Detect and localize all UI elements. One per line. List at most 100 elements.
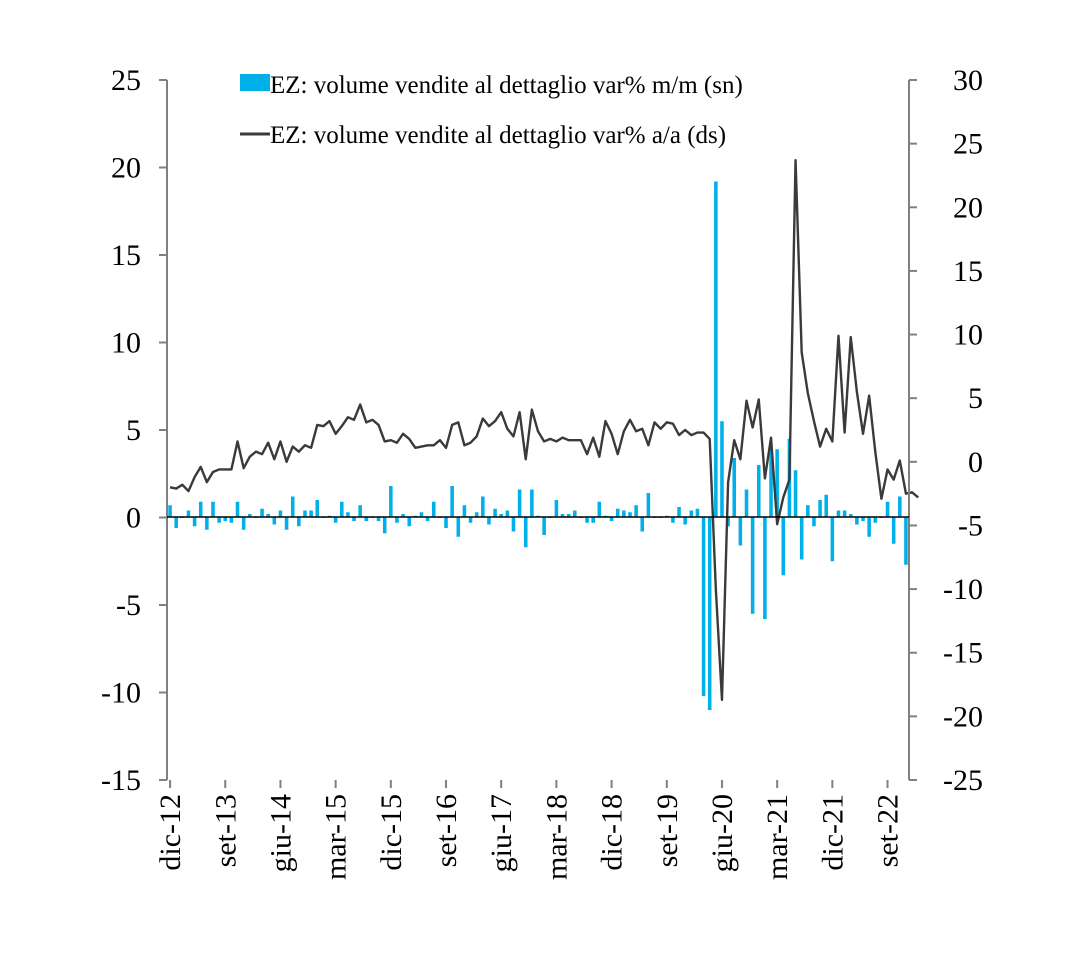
legend-line-label: EZ: volume vendite al dettaglio var% a/a… [270, 122, 726, 149]
x-tick-label: giu-20 [706, 794, 739, 872]
bar [499, 514, 503, 518]
bar [333, 517, 338, 523]
bar [628, 512, 632, 518]
x-tick-label: dic-18 [596, 794, 629, 871]
bar [689, 510, 694, 518]
right-tick-label: -5 [958, 509, 983, 542]
bar-series [168, 181, 908, 710]
right-tick-label: 30 [953, 64, 983, 97]
bar [229, 517, 234, 523]
bar [873, 517, 878, 523]
bar [487, 517, 491, 525]
x-tick-label: dic-15 [375, 794, 408, 871]
bar [382, 517, 387, 534]
bar [720, 421, 724, 518]
bar [511, 517, 516, 532]
bar [634, 505, 638, 518]
x-tick-label: giu-17 [485, 794, 518, 872]
right-tick-label: 5 [968, 382, 983, 415]
bar [793, 470, 798, 518]
bar [358, 505, 362, 518]
bar [444, 517, 448, 528]
bar [211, 501, 215, 518]
x-tick-label: mar-21 [761, 794, 794, 880]
line-series [169, 158, 919, 702]
x-tick-label: set-22 [872, 794, 905, 867]
left-tick-label: 20 [111, 152, 141, 185]
right-tick-label: -25 [943, 764, 983, 797]
left-tick-label: 25 [111, 64, 141, 97]
bar [891, 517, 896, 544]
bar [818, 500, 822, 518]
bar [290, 496, 295, 518]
left-tick-label: -15 [101, 764, 141, 797]
bar [542, 517, 546, 535]
bar [738, 517, 743, 546]
bar [192, 517, 197, 527]
bar [284, 517, 289, 530]
bar [468, 517, 473, 523]
bar [701, 517, 706, 696]
bar [425, 517, 430, 521]
legend: EZ: volume vendite al dettaglio var% m/m… [240, 72, 743, 149]
bar [677, 507, 681, 518]
bar [836, 510, 841, 518]
bar [456, 517, 461, 537]
left-tick-label: 15 [111, 239, 141, 272]
bar [346, 512, 350, 518]
bar [609, 517, 614, 521]
bar [597, 501, 602, 518]
bar [352, 517, 356, 521]
bar [248, 514, 252, 518]
right-tick-label: -15 [943, 637, 983, 670]
right-tick-label: 15 [953, 255, 983, 288]
bar [750, 517, 755, 614]
bar [297, 517, 301, 527]
bar [315, 500, 320, 518]
bar [732, 458, 737, 518]
bar [395, 517, 399, 523]
bar [401, 514, 405, 518]
bar [867, 517, 871, 537]
bar [756, 465, 761, 518]
bar [861, 517, 865, 521]
right-tick-label: -20 [943, 700, 983, 733]
bar [303, 510, 307, 518]
right-tick-label: 20 [953, 191, 983, 224]
bar [364, 517, 369, 521]
bar [885, 501, 890, 518]
bar [769, 449, 773, 518]
bar [217, 517, 221, 523]
bar [640, 517, 645, 532]
bar [622, 510, 626, 518]
bar [573, 510, 577, 518]
x-tick-label: mar-15 [320, 794, 353, 880]
left-tick-label: 5 [126, 414, 141, 447]
bar [523, 517, 528, 548]
bar [474, 512, 479, 518]
bar [799, 517, 804, 560]
bar [848, 514, 853, 518]
x-tick-label: set-19 [651, 794, 684, 867]
bar [585, 517, 589, 523]
bar [174, 517, 178, 528]
right-tick-label: -10 [943, 573, 983, 606]
bar [241, 517, 246, 530]
bar [806, 505, 810, 518]
x-tick-label: dic-21 [816, 794, 849, 871]
bar [376, 517, 381, 521]
bar [898, 496, 902, 518]
bar [683, 517, 687, 525]
bar [615, 508, 620, 518]
bar [812, 517, 816, 527]
bar [462, 505, 467, 518]
bar [186, 510, 191, 518]
bar [419, 512, 424, 518]
bar [530, 489, 534, 518]
bar [695, 508, 700, 518]
bar [855, 517, 859, 525]
bar [407, 517, 411, 527]
bar [781, 517, 786, 576]
x-tick-label: set-13 [209, 794, 242, 867]
legend-bar-swatch [240, 74, 270, 91]
